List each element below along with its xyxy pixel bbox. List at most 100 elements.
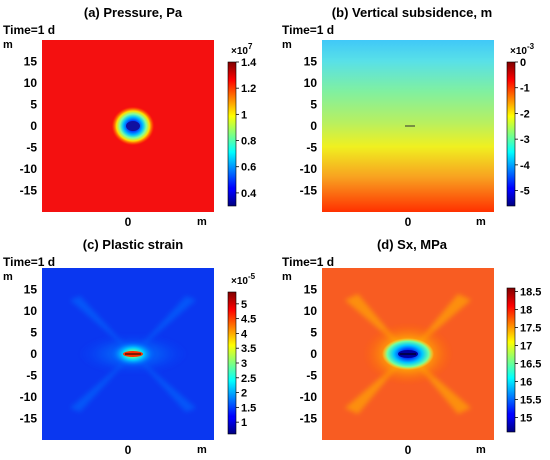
time-label: Time=1 d [3, 23, 55, 37]
y-axis-unit: m [3, 39, 13, 51]
y-tick-label: 15 [24, 283, 38, 297]
colorbar-tick-label: 0 [520, 57, 526, 69]
y-tick-label: -5 [306, 369, 317, 383]
colorbar-gradient [227, 291, 237, 435]
heatmap-area [42, 268, 214, 440]
colorbar-tick-label: 1 [241, 417, 247, 429]
x-ticks: 0 [405, 443, 412, 457]
heatmap-area [322, 268, 494, 440]
y-axis-unit: m [282, 271, 292, 283]
colorbar-tick-label: -2 [520, 108, 530, 120]
colorbar-tick-label: 17.5 [520, 323, 541, 335]
y-tick-label: -10 [20, 162, 38, 176]
y-tick-label: -15 [20, 412, 38, 426]
x-tick-label: 0 [125, 215, 132, 229]
y-tick-label: 0 [30, 119, 37, 133]
colorbar-tick-label: -3 [520, 134, 530, 146]
colorbar: 5 4.5 4 3.5 3 2.5 2 1.5 1 ×10-5 [227, 272, 256, 435]
time-label: Time=1 d [3, 255, 55, 269]
y-tick-label: 15 [24, 55, 38, 69]
y-tick-label: 0 [310, 347, 317, 361]
y-tick-label: 0 [30, 347, 37, 361]
x-tick-label: 0 [405, 215, 412, 229]
colorbar-gradient [227, 61, 237, 207]
y-tick-label: -10 [300, 390, 318, 404]
y-tick-label: 15 [304, 283, 318, 297]
colorbar-tick-label: -4 [520, 160, 531, 172]
x-axis-unit: m [476, 216, 486, 228]
y-tick-label: 5 [310, 326, 317, 340]
colorbar: 0 -1 -2 -3 -4 -5 ×10-3 [506, 42, 535, 207]
colorbar-tick-label: 15.5 [520, 395, 541, 407]
y-tick-label: -15 [300, 184, 318, 198]
colorbar-tick-label: 16.5 [520, 359, 541, 371]
y-tick-label: 10 [24, 304, 38, 318]
y-tick-label: -10 [300, 162, 318, 176]
y-tick-label: 10 [24, 76, 38, 90]
colorbar-tick-label: 18.5 [520, 287, 541, 299]
colorbar: 1.4 1.2 1 0.8 0.6 0.4 ×107 [227, 42, 257, 207]
colorbar-tick-label: 0.8 [241, 136, 256, 148]
colorbar-tick-label: 3 [241, 358, 247, 370]
colorbar-tick-label: 4.5 [241, 314, 256, 326]
x-tick-label: 0 [125, 443, 132, 457]
colorbar-tick-label: 5 [241, 299, 247, 311]
x-ticks: 0 [405, 215, 412, 229]
y-tick-label: -15 [300, 412, 318, 426]
colorbar: 18.5 18 17.5 17 16.5 16 15.5 15 [506, 287, 541, 433]
panel-title: (c) Plastic strain [83, 237, 183, 252]
colorbar-tick-label: 2 [241, 388, 247, 400]
colorbar-tick-label: 4 [241, 328, 248, 340]
heatmap-area [42, 40, 214, 212]
y-tick-label: -5 [306, 141, 317, 155]
time-label: Time=1 d [282, 255, 334, 269]
panel-title: (b) Vertical subsidence, m [332, 5, 492, 20]
colorbar-tick-label: 1.5 [241, 402, 256, 414]
panel-plastic-strain: (c) Plastic strain Time=1 d m 151050-5-1… [3, 237, 256, 457]
colorbar-tick-label: 18 [520, 305, 532, 317]
y-ticks: 15 10 5 0 -5 -10 -15 [300, 55, 318, 198]
y-axis-unit: m [3, 271, 13, 283]
y-tick-label: -10 [20, 390, 38, 404]
y-tick-label: 10 [304, 76, 318, 90]
colorbar-tick-label: 0.4 [241, 188, 257, 200]
colorbar-tick-label: 16 [520, 377, 532, 389]
colorbar-tick-label: 3.5 [241, 343, 256, 355]
x-axis-unit: m [197, 444, 207, 456]
colorbar-tick-label: 1.4 [241, 57, 257, 69]
colorbar-multiplier: ×10-5 [231, 272, 256, 287]
x-ticks: 0 [125, 443, 132, 457]
colorbar-tick-label: 0.6 [241, 162, 256, 174]
y-tick-label: 5 [30, 326, 37, 340]
colorbar-multiplier: ×107 [231, 42, 253, 57]
colorbar-multiplier: ×10-3 [510, 42, 535, 57]
panel-subsidence: (b) Vertical subsidence, m Time=1 d m 15… [282, 5, 535, 229]
y-tick-label: -5 [26, 141, 37, 155]
y-tick-label: 15 [304, 55, 318, 69]
y-axis-unit: m [282, 39, 292, 51]
colorbar-tick-label: -5 [520, 186, 530, 198]
colorbar-tick-label: 2.5 [241, 373, 256, 385]
colorbar-gradient [506, 61, 516, 207]
panel-pressure: (a) Pressure, Pa Time=1 d m 151050-5-10-… [3, 5, 257, 229]
colorbar-tick-label: 15 [520, 413, 532, 425]
y-tick-label: 5 [310, 98, 317, 112]
y-ticks: 15 10 5 0 -5 -10 -15 [20, 283, 38, 426]
heatmap-area [322, 40, 494, 212]
colorbar-tick-label: 1 [241, 109, 247, 121]
colorbar-gradient [506, 287, 516, 433]
time-label: Time=1 d [282, 23, 334, 37]
x-axis-unit: m [197, 216, 207, 228]
x-ticks: 0 [125, 215, 132, 229]
colorbar-tick-label: 1.2 [241, 83, 256, 95]
panel-title: (d) Sx, MPa [377, 237, 448, 252]
y-tick-label: 5 [30, 98, 37, 112]
colorbar-tick-label: -1 [520, 83, 530, 95]
y-tick-label: 10 [304, 304, 318, 318]
y-tick-label: 0 [310, 119, 317, 133]
y-ticks: 15 10 5 0 -5 -10 -15 [300, 283, 318, 426]
x-axis-unit: m [476, 444, 486, 456]
y-tick-label: -15 [20, 184, 38, 198]
